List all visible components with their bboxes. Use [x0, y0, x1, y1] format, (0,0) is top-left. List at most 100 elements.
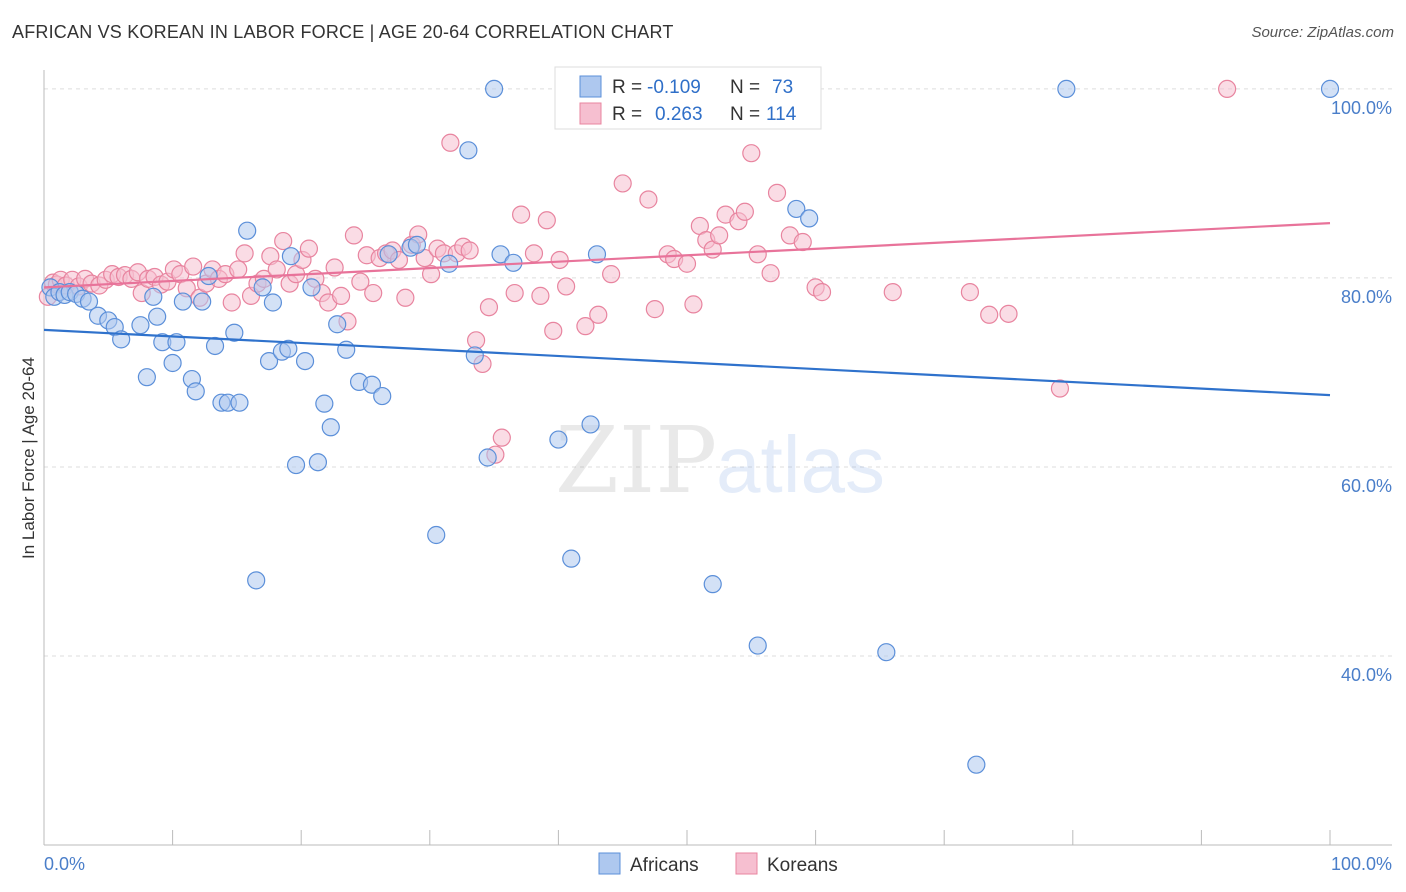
african-point — [485, 79, 504, 99]
african-point — [459, 141, 478, 160]
korean-point — [267, 260, 286, 279]
korean-point — [531, 286, 550, 305]
african-point — [131, 316, 150, 335]
african-point — [286, 455, 306, 475]
series-legend: Africans Koreans — [598, 852, 838, 876]
legend-n-africans: 73 — [772, 77, 793, 98]
korean-point — [735, 202, 754, 221]
african-point — [167, 333, 186, 352]
african-trend-line — [43, 328, 1331, 397]
x-tick-label-min: 0.0% — [44, 854, 85, 874]
watermark: ZIP atlas — [555, 407, 885, 514]
korean-point — [331, 286, 351, 305]
korean-point — [524, 244, 544, 263]
african-point — [279, 339, 298, 358]
legend-r-africans: -0.109 — [647, 77, 701, 98]
african-point — [253, 278, 272, 297]
korean-point — [576, 317, 595, 336]
korean-point — [645, 300, 664, 319]
korean-point — [299, 239, 319, 258]
african-point — [877, 643, 896, 662]
african-point — [186, 382, 205, 401]
y-tick-labels: 40.0% 60.0% 80.0% 100.0% — [1331, 98, 1392, 685]
african-point — [1320, 79, 1340, 99]
african-point — [137, 368, 156, 387]
legend-n-label-africans: N = — [730, 77, 760, 98]
korean-point — [742, 144, 761, 163]
african-point — [205, 336, 225, 356]
african-point — [373, 386, 392, 406]
korean-point — [748, 245, 767, 264]
korean-point — [1050, 379, 1070, 398]
korean-point — [537, 211, 556, 230]
african-point — [562, 549, 581, 568]
korean-point — [466, 331, 486, 350]
series-legend-africans: Africans — [630, 855, 699, 876]
african-point — [407, 235, 427, 254]
korean-point — [883, 283, 902, 302]
korean-point — [613, 174, 632, 193]
african-point — [439, 254, 459, 273]
african-point — [148, 307, 167, 326]
trend-lines — [43, 222, 1331, 397]
african-point — [295, 351, 315, 371]
african-point — [491, 245, 510, 264]
african-point — [315, 394, 334, 413]
korean-point — [274, 231, 293, 251]
african-point — [193, 292, 212, 311]
african-point — [199, 266, 218, 286]
african-point — [465, 346, 484, 365]
african-point — [173, 292, 192, 311]
africans-points — [41, 79, 1340, 774]
african-point — [337, 340, 356, 359]
african-point — [302, 278, 321, 297]
legend-r-label-africans: R = — [612, 77, 642, 98]
legend-r-koreans: 0.263 — [655, 104, 703, 125]
watermark-zip: ZIP — [555, 407, 717, 514]
series-legend-swatch-africans — [598, 852, 621, 875]
series-legend-koreans: Koreans — [767, 855, 838, 876]
korean-point — [492, 428, 511, 447]
korean-point — [589, 305, 608, 324]
african-point — [247, 571, 266, 590]
y-tick-label: 100.0% — [1331, 98, 1392, 118]
african-point — [79, 292, 99, 311]
african-point — [225, 323, 244, 342]
korean-point — [812, 283, 832, 302]
african-point — [230, 393, 249, 412]
african-point — [748, 636, 767, 655]
african-point — [144, 287, 163, 306]
korean-point — [222, 293, 241, 312]
legend-n-koreans: 114 — [766, 104, 797, 125]
african-point — [321, 418, 340, 437]
korean-point — [639, 190, 658, 209]
african-point — [362, 375, 382, 394]
y-tick-label: 40.0% — [1341, 665, 1392, 685]
korean-point — [710, 226, 729, 245]
korean-point — [550, 250, 569, 270]
korean-point — [184, 257, 203, 276]
korean-point — [761, 264, 780, 283]
y-tick-label: 80.0% — [1341, 287, 1392, 307]
korean-point — [602, 265, 621, 284]
african-point — [328, 315, 347, 334]
korean-point — [235, 244, 254, 263]
legend-swatch-koreans — [579, 102, 602, 125]
legend-r-label-koreans: R = — [612, 104, 642, 125]
korean-point — [441, 133, 460, 152]
x-tick-label-max: 100.0% — [1331, 854, 1392, 874]
chart-title: AFRICAN VS KOREAN IN LABOR FORCE | AGE 2… — [12, 22, 674, 42]
korean-point — [229, 260, 248, 279]
african-point — [800, 209, 819, 228]
korean-point — [364, 283, 383, 303]
korean-point — [557, 277, 576, 296]
african-point — [308, 453, 328, 472]
korean-point — [396, 288, 415, 307]
korean-point — [505, 283, 524, 303]
korean-point — [460, 241, 479, 260]
korean-point — [999, 304, 1018, 323]
african-point — [703, 575, 722, 594]
korean-point — [684, 295, 703, 314]
african-point — [263, 293, 283, 312]
